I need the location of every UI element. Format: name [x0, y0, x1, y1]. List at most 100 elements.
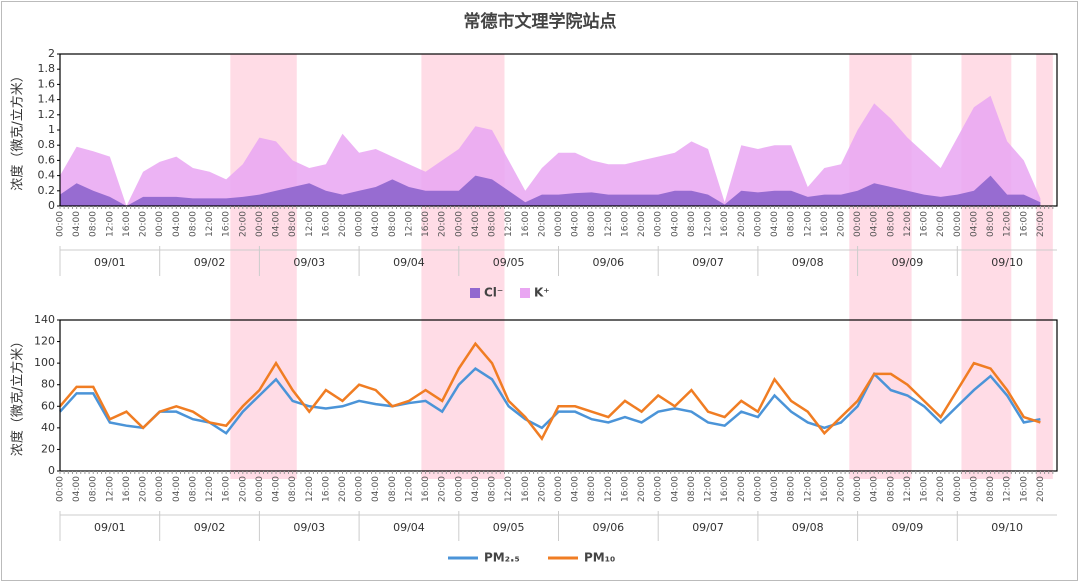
x-tick-label: 16:00 [1019, 211, 1029, 237]
y-tick-label: 60 [41, 399, 55, 412]
x-tick-label: 08:00 [188, 476, 198, 502]
legend-label: K⁺ [534, 286, 550, 300]
x-tick-label: 00:00 [953, 476, 963, 502]
day-label: 09/07 [692, 256, 724, 269]
day-label: 09/01 [94, 521, 126, 534]
x-tick-label: 04:00 [969, 476, 979, 502]
y-tick-label: 1.8 [38, 62, 56, 75]
x-tick-label: 04:00 [471, 211, 481, 237]
x-tick-label: 08:00 [188, 211, 198, 237]
x-tick-label: 08:00 [488, 211, 498, 237]
y-tick-label: 1 [48, 123, 55, 136]
x-tick-label: 12:00 [903, 211, 913, 237]
y-tick-label: 140 [34, 313, 55, 326]
y-tick-label: 0.8 [38, 138, 56, 151]
day-label: 09/10 [991, 256, 1023, 269]
x-tick-label: 04:00 [870, 476, 880, 502]
x-tick-label: 20:00 [637, 211, 647, 237]
x-tick-label: 20:00 [438, 476, 448, 502]
y-tick-label: 0.6 [38, 153, 56, 166]
x-tick-label: 08:00 [587, 476, 597, 502]
day-label: 09/03 [293, 521, 325, 534]
legend-swatch [520, 288, 530, 298]
x-tick-label: 12:00 [504, 211, 514, 237]
day-label: 09/03 [293, 256, 325, 269]
x-tick-label: 04:00 [272, 211, 282, 237]
x-tick-label: 08:00 [886, 211, 896, 237]
x-tick-label: 16:00 [620, 476, 630, 502]
x-tick-label: 00:00 [355, 476, 365, 502]
x-tick-label: 00:00 [953, 211, 963, 237]
x-tick-label: 16:00 [122, 211, 132, 237]
y-tick-label: 20 [41, 442, 55, 455]
x-tick-label: 08:00 [488, 476, 498, 502]
x-tick-label: 12:00 [404, 211, 414, 237]
x-tick-label: 16:00 [720, 476, 730, 502]
x-tick-label: 12:00 [105, 211, 115, 237]
x-tick-label: 20:00 [737, 476, 747, 502]
y-tick-label: 1.4 [38, 93, 56, 106]
x-tick-label: 12:00 [305, 211, 315, 237]
x-tick-label: 00:00 [454, 211, 464, 237]
x-tick-label: 16:00 [720, 211, 730, 237]
day-label: 09/06 [592, 521, 624, 534]
x-tick-label: 12:00 [504, 476, 514, 502]
x-tick-label: 16:00 [122, 476, 132, 502]
x-tick-label: 00:00 [56, 211, 66, 237]
x-tick-label: 20:00 [139, 211, 149, 237]
highlight-band [1036, 54, 1053, 479]
x-tick-label: 08:00 [886, 476, 896, 502]
x-tick-label: 04:00 [969, 211, 979, 237]
x-tick-label: 08:00 [986, 211, 996, 237]
x-tick-label: 20:00 [338, 476, 348, 502]
y-axis-label: 浓度（微克/立方米） [10, 69, 26, 190]
y-tick-label: 80 [41, 378, 55, 391]
x-tick-label: 08:00 [89, 211, 99, 237]
x-tick-label: 08:00 [687, 476, 697, 502]
x-tick-label: 04:00 [72, 211, 82, 237]
x-tick-label: 12:00 [903, 476, 913, 502]
x-tick-label: 00:00 [853, 211, 863, 237]
day-label: 09/08 [792, 521, 824, 534]
x-tick-label: 08:00 [986, 476, 996, 502]
x-tick-label: 08:00 [288, 476, 298, 502]
x-tick-label: 08:00 [288, 211, 298, 237]
day-label: 09/08 [792, 256, 824, 269]
x-tick-label: 12:00 [205, 476, 215, 502]
x-tick-label: 20:00 [537, 211, 547, 237]
x-tick-label: 20:00 [338, 211, 348, 237]
x-tick-label: 12:00 [105, 476, 115, 502]
x-tick-label: 20:00 [139, 476, 149, 502]
x-tick-label: 08:00 [787, 211, 797, 237]
x-tick-label: 08:00 [687, 211, 697, 237]
x-tick-label: 04:00 [571, 476, 581, 502]
x-tick-label: 04:00 [670, 476, 680, 502]
x-tick-label: 00:00 [56, 476, 66, 502]
day-label: 09/09 [892, 256, 924, 269]
day-label: 09/04 [393, 256, 425, 269]
day-label: 09/05 [493, 521, 525, 534]
day-label: 09/02 [194, 521, 226, 534]
x-tick-label: 08:00 [388, 476, 398, 502]
y-tick-label: 120 [34, 335, 55, 348]
x-tick-label: 12:00 [305, 476, 315, 502]
legend-label: PM₁₀ [584, 551, 615, 565]
day-label: 09/09 [892, 521, 924, 534]
x-tick-label: 12:00 [704, 476, 714, 502]
x-tick-label: 04:00 [172, 476, 182, 502]
x-tick-label: 16:00 [820, 476, 830, 502]
legend-label: PM₂.₅ [484, 551, 520, 565]
x-tick-label: 00:00 [454, 476, 464, 502]
x-tick-label: 00:00 [753, 476, 763, 502]
legend-label: Cl⁻ [484, 286, 503, 300]
x-tick-label: 16:00 [820, 211, 830, 237]
y-tick-label: 1.6 [38, 77, 56, 90]
x-tick-label: 12:00 [604, 476, 614, 502]
x-tick-label: 12:00 [404, 476, 414, 502]
x-tick-label: 20:00 [637, 476, 647, 502]
x-tick-label: 12:00 [1003, 476, 1013, 502]
y-tick-label: 0 [48, 199, 55, 212]
day-label: 09/06 [592, 256, 624, 269]
x-tick-label: 08:00 [787, 476, 797, 502]
